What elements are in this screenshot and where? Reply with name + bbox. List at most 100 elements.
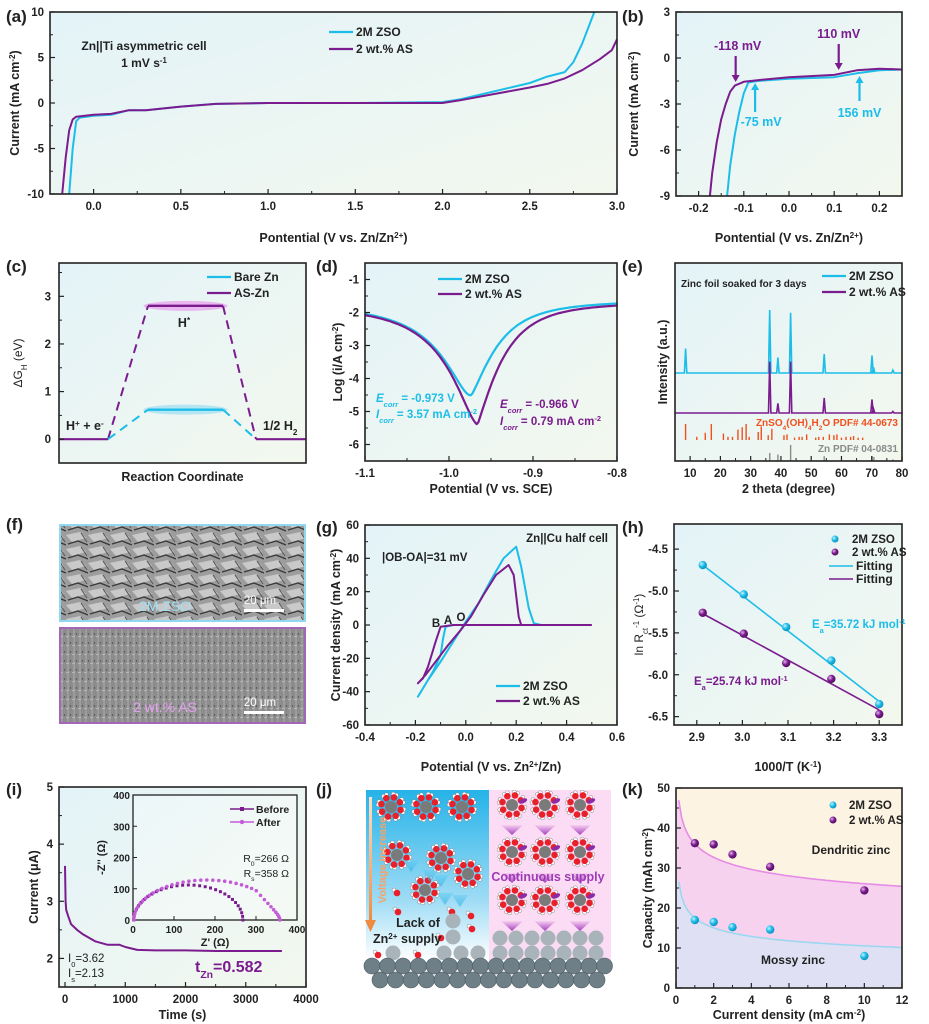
activation-energy-2m-zso: Ea=35.72 kJ mol-1 — [812, 617, 906, 635]
annotation-i0: I0=3.62 — [68, 953, 104, 969]
x-tick-label: 4000 — [293, 994, 319, 1006]
legend-label: Fitting — [856, 572, 893, 586]
text-span: ZnSO — [756, 418, 783, 429]
x-tick-label: 12 — [896, 995, 909, 1007]
oxygen-atom — [397, 806, 404, 814]
zinc-ion — [435, 852, 447, 864]
text-span: R — [243, 853, 251, 865]
solvated-zn-cluster — [410, 791, 442, 823]
oxygen-atom — [449, 808, 457, 815]
oxygen-atom — [392, 812, 399, 820]
y-tick-label: 3 — [47, 896, 53, 908]
x-tick-label: 30 — [744, 468, 757, 480]
zn-substrate-atom — [565, 957, 582, 975]
zinc-ion — [419, 884, 431, 896]
oxygen-atom — [461, 794, 469, 801]
oxygen-atom — [442, 863, 449, 871]
text-span: =25.74 kJ mol — [706, 676, 781, 688]
series-2wt-as — [61, 38, 617, 194]
text-span: ) — [641, 828, 655, 832]
text-span: = 3.57 mA cm — [394, 409, 471, 421]
oxygen-atom — [532, 893, 539, 901]
oxygen-atom — [413, 800, 420, 808]
inset-x-axis-title: Z' (Ω) — [201, 937, 230, 949]
water-molecule — [437, 934, 445, 942]
oxygen-atom — [467, 799, 475, 806]
inset-y-tick-label: 300 — [113, 822, 130, 833]
oxygen-atom — [505, 811, 513, 818]
annotation-r0: R0=266 Ω — [243, 853, 289, 868]
text-span: E — [694, 676, 702, 688]
oxygen-atom — [447, 857, 454, 865]
text-span: (Ω — [632, 605, 646, 621]
inset-point-before — [186, 883, 190, 887]
oxygen-atom — [467, 861, 475, 868]
oxygen-atom — [446, 850, 454, 857]
zn-substrate-atom — [394, 957, 412, 975]
reactant-label: H+ + e- — [66, 419, 104, 434]
zn-substrate-atom — [549, 957, 567, 975]
panel-j: (j) Voltage increase Lack of Zn2+ supply Con… — [316, 780, 613, 989]
x-axis-title: Time (s) — [159, 1008, 207, 1022]
oxygen-atom — [518, 899, 525, 907]
text-span: -2 — [470, 407, 477, 416]
inset-point-before — [236, 904, 240, 908]
oxygen-atom — [403, 854, 410, 862]
text-span: I — [376, 409, 380, 421]
data-point — [765, 862, 775, 871]
zn-substrate-atom — [573, 971, 590, 989]
bare-zn-fall — [222, 408, 257, 440]
text-span: s — [71, 975, 75, 984]
y-tick-label: -5.0 — [648, 586, 668, 598]
data-point — [739, 629, 748, 638]
text-span: -2 — [641, 831, 650, 839]
deposited-zn-right — [540, 930, 556, 946]
text-span: - — [101, 419, 104, 428]
panel-label: (f) — [6, 515, 23, 534]
text-span: ) — [403, 231, 407, 245]
zn-substrate-atom — [557, 971, 575, 989]
text-span: corr — [508, 406, 524, 415]
oxygen-atom — [513, 810, 520, 818]
zn-substrate-atom — [511, 971, 528, 989]
text-span: =358 Ω — [255, 868, 290, 880]
oxygen-atom — [434, 864, 442, 871]
annotation-rs: Rs=358 Ω — [244, 868, 290, 883]
zn-substrate-atom — [456, 957, 474, 975]
series-2wt-as — [416, 564, 592, 685]
oxygen-atom — [398, 860, 405, 868]
inset-point-before — [241, 918, 245, 922]
text-span: + e — [80, 419, 101, 433]
legend-label: 2M ZSO — [849, 800, 892, 812]
chart-b-plot-area — [676, 12, 902, 196]
deposited-zn-right — [556, 945, 572, 961]
zn-substrate-atom — [418, 971, 435, 989]
inset-point-before — [223, 892, 227, 896]
oxygen-atom — [532, 845, 539, 853]
oxygen-atom — [455, 875, 463, 882]
text-span: Capacity (mAh cm — [641, 839, 655, 948]
diffusion-arrow — [422, 870, 438, 882]
oxygen-atom — [499, 845, 506, 853]
oxygen-atom — [573, 811, 581, 818]
deposited-zn-right — [524, 930, 540, 946]
chart-g: -0.4 -0.2 0.0 0.2 0.4 0.6 -60 -40 -20 0 20 40 60 (g) P… — [316, 518, 625, 774]
y-tick-label: -10 — [27, 189, 44, 201]
text-span: (OH) — [786, 418, 808, 429]
x-tick-label: 2.5 — [522, 201, 539, 213]
chart-d-plot-area — [365, 263, 617, 461]
panel-label: (d) — [316, 257, 338, 276]
annotation: -118 mV — [714, 39, 762, 53]
boundary-2wt-as — [678, 800, 903, 888]
x-tick-label: 0.0 — [86, 201, 102, 213]
zn-substrate-atom — [542, 971, 559, 989]
oxygen-atom — [413, 808, 421, 815]
panel-label: (j) — [316, 780, 332, 799]
text-span: a — [702, 683, 707, 692]
solvated-zn-as-cluster — [564, 789, 596, 821]
zinc-ion — [574, 894, 586, 906]
legend-label: 2 wt.% AS — [849, 815, 904, 827]
y-tick-label: 5 — [47, 782, 54, 794]
inset-y-tick-label: 400 — [113, 791, 130, 802]
y-axis-title: Log (i/A cm-2) — [331, 323, 346, 402]
